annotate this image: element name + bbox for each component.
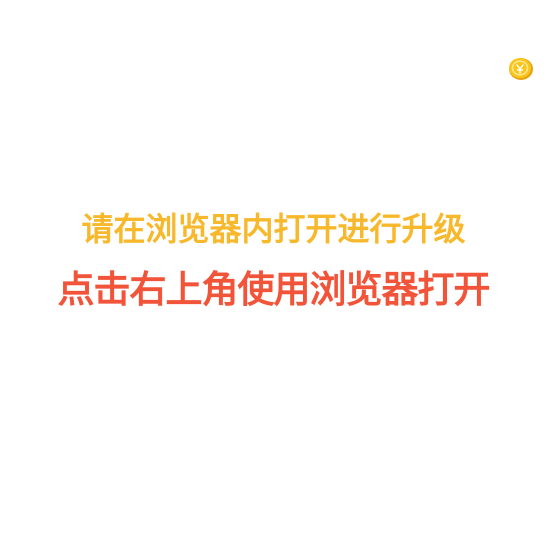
gold-coin-graphic [509, 58, 533, 80]
gold-coin-icon[interactable] [507, 55, 535, 83]
upgrade-instruction-text: 请在浏览器内打开进行升级 [81, 210, 466, 248]
open-in-browser-hint-text: 点击右上角使用浏览器打开 [57, 268, 491, 311]
